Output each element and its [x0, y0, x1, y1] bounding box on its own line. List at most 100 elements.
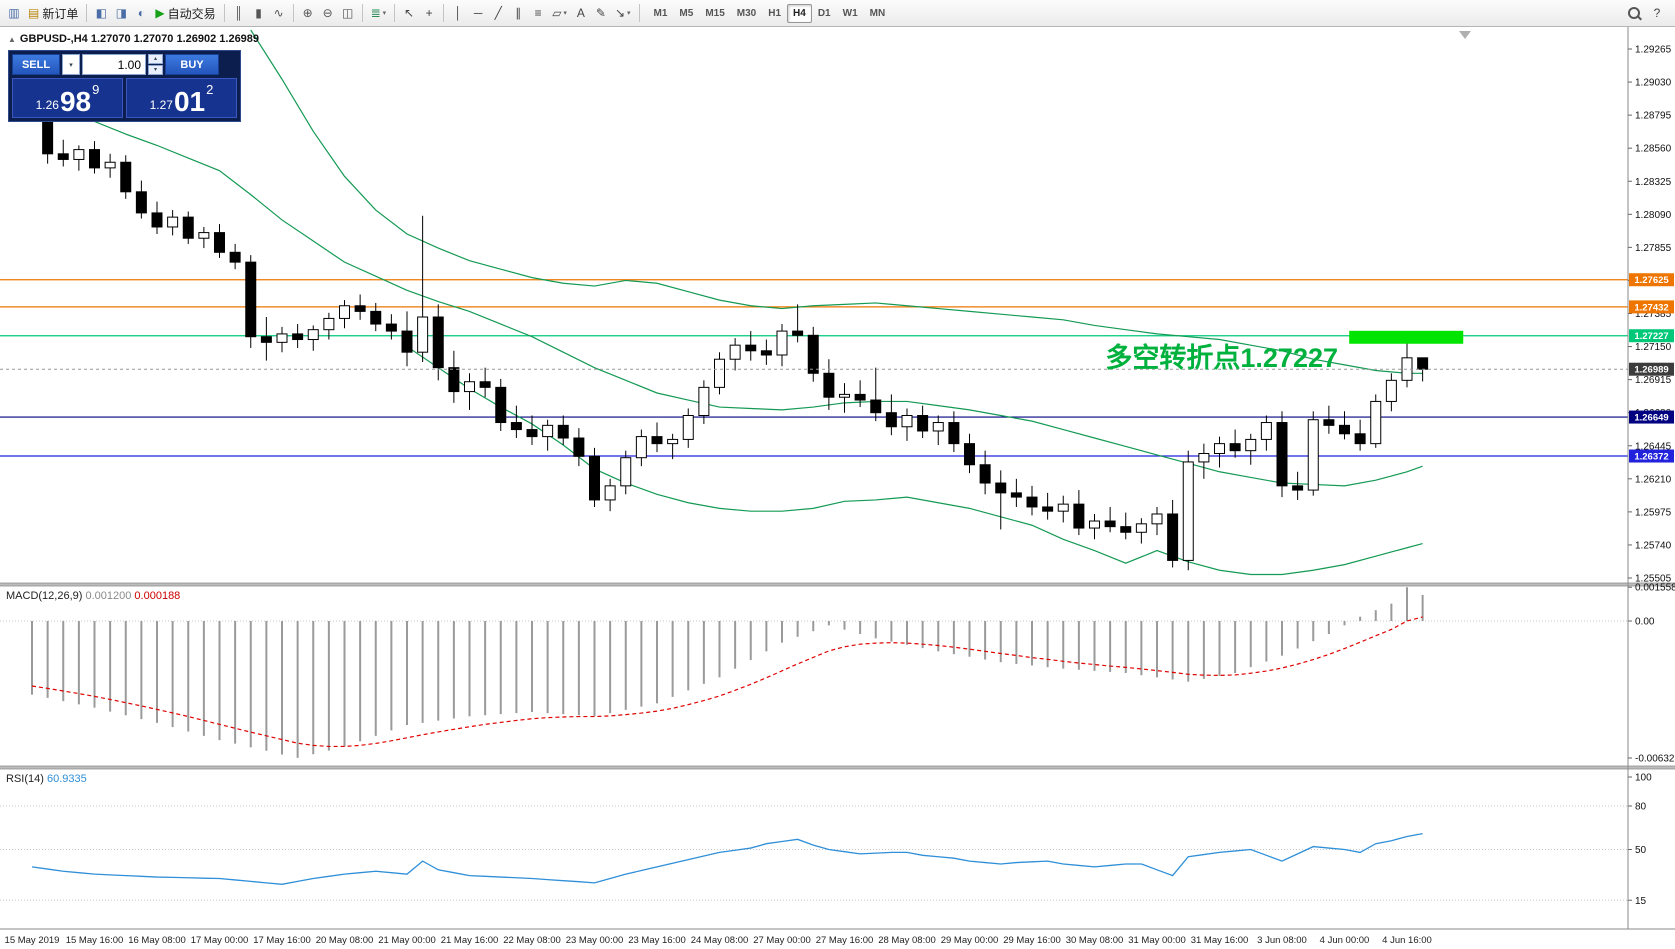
zoom-out-icon: ⊖ [322, 6, 333, 20]
svg-text:22 May 08:00: 22 May 08:00 [503, 935, 561, 946]
svg-text:1.27855: 1.27855 [1635, 243, 1672, 254]
fibonacci-retracement-button[interactable]: ≡ [528, 3, 548, 24]
chart-candlesticks-button[interactable]: ▮ [249, 3, 269, 24]
price-tag [1629, 300, 1674, 314]
buy-price-pip: 2 [206, 82, 214, 97]
buy-button[interactable]: BUY [165, 54, 219, 75]
crosshair-button[interactable]: + [419, 3, 439, 24]
zoom-out-button[interactable]: ⊖ [318, 3, 338, 24]
shapes-button[interactable]: ▱ ▾ [548, 3, 571, 24]
chart-area: 多空转折点1.27227 1.29265 1.29030 1.28795 1.28560… [0, 27, 1675, 949]
chart-canvas[interactable]: 多空转折点1.27227 1.29265 1.29030 1.28795 1.28560… [0, 27, 1675, 949]
text-tool-button[interactable]: A [571, 3, 591, 24]
chart-candlesticks-icon: ▮ [255, 6, 262, 20]
svg-text:16 May 08:00: 16 May 08:00 [128, 935, 186, 946]
text-label-icon: ✎ [595, 6, 606, 20]
svg-text:1.27625: 1.27625 [1634, 275, 1669, 286]
svg-text:1.28090: 1.28090 [1635, 210, 1672, 221]
one-click-collapse-icon[interactable]: ▲ [8, 34, 16, 44]
annotation-text[interactable]: 多空转折点1.27227 [1105, 342, 1338, 373]
order-options-dropdown[interactable]: ▾ [62, 54, 80, 75]
timeframe-m15-button[interactable]: M15 [699, 4, 730, 23]
shapes-icon: ▱ [552, 6, 562, 20]
volume-spinner: ▴ ▾ [148, 54, 163, 75]
navigator-icon: ◐ [137, 6, 145, 20]
volume-decrease-button[interactable]: ▾ [148, 65, 163, 75]
help-button[interactable]: ? [1647, 3, 1667, 24]
time-axis[interactable]: 15 May 2019 15 May 16:00 16 May 08:00 17 Ma… [5, 935, 1432, 946]
autotrading-icon: ▶ [155, 6, 165, 20]
sell-price-main: 98 [59, 86, 92, 118]
svg-text:4 Jun 16:00: 4 Jun 16:00 [1382, 935, 1432, 946]
equidistant-channel-button[interactable]: ∥ [508, 3, 528, 24]
horizontal-line-button[interactable]: ─ [468, 3, 488, 24]
new-chart-button[interactable]: ▥ [4, 3, 24, 24]
toolbar-separator [292, 4, 294, 22]
text-label-button[interactable]: ✎ [591, 3, 611, 24]
svg-text:100: 100 [1635, 773, 1652, 784]
svg-text:3 Jun 08:00: 3 Jun 08:00 [1257, 935, 1307, 946]
arrow-tools-button[interactable]: ↘ ▾ [611, 3, 635, 24]
new-order-button[interactable]: ▤ 新订单 [24, 3, 82, 24]
svg-text:31 May 00:00: 31 May 00:00 [1128, 935, 1186, 946]
auto-arrange-button[interactable]: ◫ [338, 3, 358, 24]
volume-increase-button[interactable]: ▴ [148, 54, 163, 64]
timeframe-d1-button[interactable]: D1 [812, 4, 837, 23]
chevron-down-icon: ▾ [627, 10, 631, 17]
svg-text:17 May 00:00: 17 May 00:00 [191, 935, 249, 946]
chart-shift-marker-icon[interactable] [1459, 31, 1471, 39]
svg-text:23 May 00:00: 23 May 00:00 [566, 935, 624, 946]
svg-text:1.26649: 1.26649 [1634, 413, 1668, 424]
svg-text:4 Jun 00:00: 4 Jun 00:00 [1320, 935, 1370, 946]
svg-text:1.26989: 1.26989 [1634, 365, 1668, 376]
svg-text:30 May 08:00: 30 May 08:00 [1066, 935, 1124, 946]
buy-price-display[interactable]: 1.27 01 2 [126, 78, 237, 118]
svg-text:1.26210: 1.26210 [1635, 474, 1672, 485]
sell-button[interactable]: SELL [12, 54, 60, 75]
autotrading-button[interactable]: ▶ 自动交易 [151, 3, 219, 24]
sell-price-display[interactable]: 1.26 98 9 [12, 78, 123, 118]
candles [26, 76, 1429, 571]
timeframe-h4-button[interactable]: H4 [787, 3, 812, 23]
timeframe-mn-button[interactable]: MN [864, 4, 892, 23]
equidistant-channel-icon: ∥ [515, 6, 522, 20]
vertical-line-icon: │ [454, 6, 462, 20]
navigator-button[interactable]: ◐ [131, 3, 151, 24]
main-toolbar: ▥ ▤ 新订单 ◧ ◨ ◐ ▶ 自动交易 ║ ▮ ∿ ⊕ ⊖ ◫ ≣ ▾ ↖ + │ ─ ╱ ∥ ≡ ▱ ▾ A ✎ ↘ ▾ M1 M5 M1… [0, 0, 1675, 27]
data-window-button[interactable]: ◨ [111, 3, 131, 24]
svg-text:17 May 16:00: 17 May 16:00 [253, 935, 311, 946]
macd-pane: 0.001558 0.00 -0.006323 MACD(12,26,9) 0.001… [0, 583, 1675, 765]
volume-input[interactable] [82, 54, 146, 75]
svg-text:27 May 00:00: 27 May 00:00 [753, 935, 811, 946]
indicators-button[interactable]: ≣ ▾ [367, 3, 391, 24]
symbol-ohlc: ▲ GBPUSD-,H4 1.27070 1.27070 1.26902 1.2… [8, 33, 259, 45]
zoom-in-button[interactable]: ⊕ [298, 3, 318, 24]
trendline-button[interactable]: ╱ [488, 3, 508, 24]
chart-bars-button[interactable]: ║ [229, 3, 249, 24]
crosshair-icon: + [425, 6, 433, 20]
timeframe-m1-button[interactable]: M1 [648, 4, 674, 23]
cursor-button[interactable]: ↖ [399, 3, 419, 24]
arrow-tools-icon: ↘ [614, 6, 625, 20]
timeframe-w1-button[interactable]: W1 [837, 4, 864, 23]
symbol-search-button[interactable] [1624, 3, 1644, 24]
timeframe-h1-button[interactable]: H1 [762, 4, 787, 23]
svg-text:31 May 16:00: 31 May 16:00 [1191, 935, 1249, 946]
chart-line-button[interactable]: ∿ [269, 3, 289, 24]
vertical-line-button[interactable]: │ [448, 3, 468, 24]
toolbar-separator [361, 4, 363, 22]
price-scale[interactable]: 1.29265 1.29030 1.28795 1.28560 1.28325 1.280… [1628, 45, 1674, 585]
svg-text:0.00: 0.00 [1635, 617, 1655, 628]
search-icon [1628, 7, 1640, 19]
market-watch-button[interactable]: ◧ [91, 3, 111, 24]
text-tool-icon: A [576, 6, 585, 20]
timeframe-m30-button[interactable]: M30 [731, 4, 762, 23]
macd-label: MACD(12,26,9) 0.001200 0.000188 [6, 590, 180, 602]
buy-price-main: 01 [173, 86, 206, 118]
svg-text:1.28325: 1.28325 [1635, 177, 1672, 188]
symbol-ohlc-text: GBPUSD-,H4 1.27070 1.27070 1.26902 1.269… [19, 33, 260, 45]
timeframe-m5-button[interactable]: M5 [673, 4, 699, 23]
chevron-down-icon: ▾ [563, 10, 567, 17]
svg-text:28 May 08:00: 28 May 08:00 [878, 935, 936, 946]
highlight-rectangle[interactable] [1349, 330, 1464, 344]
